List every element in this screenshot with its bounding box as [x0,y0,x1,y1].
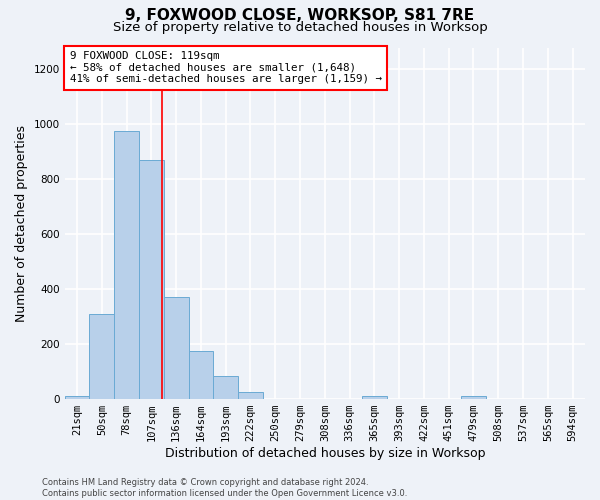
Bar [214,376,238,399]
Bar [362,396,387,399]
X-axis label: Distribution of detached houses by size in Worksop: Distribution of detached houses by size … [164,447,485,460]
Bar [89,314,114,399]
Bar [114,132,139,399]
Bar [65,396,89,399]
Bar [139,160,164,399]
Bar [461,396,486,399]
Text: 9, FOXWOOD CLOSE, WORKSOP, S81 7RE: 9, FOXWOOD CLOSE, WORKSOP, S81 7RE [125,8,475,22]
Text: Size of property relative to detached houses in Worksop: Size of property relative to detached ho… [113,21,487,34]
Bar [164,298,188,399]
Text: Contains HM Land Registry data © Crown copyright and database right 2024.
Contai: Contains HM Land Registry data © Crown c… [42,478,407,498]
Y-axis label: Number of detached properties: Number of detached properties [15,125,28,322]
Bar [238,392,263,399]
Text: 9 FOXWOOD CLOSE: 119sqm
← 58% of detached houses are smaller (1,648)
41% of semi: 9 FOXWOOD CLOSE: 119sqm ← 58% of detache… [70,51,382,84]
Bar [188,351,214,399]
